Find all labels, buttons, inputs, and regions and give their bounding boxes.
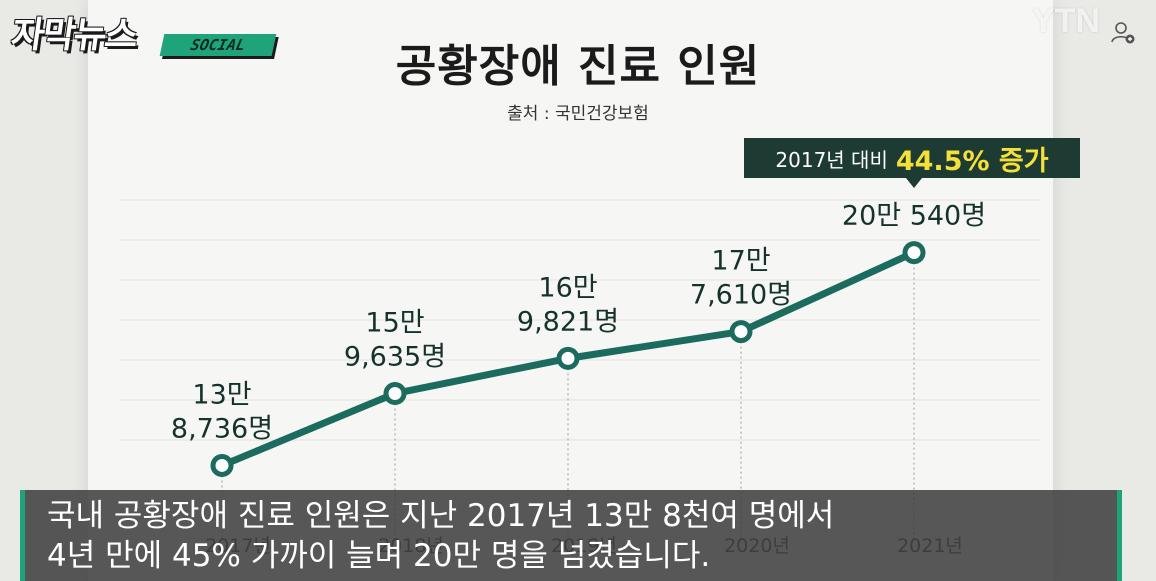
broadcaster-logo: YTN (1032, 2, 1100, 40)
chart-panel (88, 0, 1053, 581)
data-label: 16만 (538, 272, 597, 303)
chart-source: 출처 : 국민건강보험 (507, 104, 649, 124)
subtitle-line-1: 국내 공황장애 진료 인원은 지난 2017년 13만 8천여 명에서 (47, 498, 835, 534)
data-point (383, 381, 407, 405)
callout-pointer (906, 178, 922, 188)
data-point (556, 346, 580, 370)
data-point (902, 241, 926, 265)
data-label: 17만 (711, 246, 770, 277)
data-label: 8,736명 (171, 413, 273, 444)
data-label: 13만 (192, 379, 251, 410)
callout-highlight: 44.5% 증가 (895, 145, 1049, 177)
data-label: 7,610명 (690, 280, 792, 311)
data-label: 9,821명 (517, 306, 619, 337)
subtitle-caption: 국내 공황장애 진료 인원은 지난 2017년 13만 8천여 명에서 4년 만… (20, 490, 1122, 581)
data-label: 9,635명 (344, 341, 446, 372)
data-label: 20만 540명 (842, 201, 986, 232)
data-point (210, 453, 234, 477)
callout-prefix: 2017년 대비 (775, 147, 888, 172)
data-point (729, 320, 753, 344)
user-icon[interactable] (1110, 20, 1136, 46)
data-label: 15만 (365, 307, 424, 338)
subtitle-line-2: 4년 만에 45% 가까이 늘며 20만 명을 넘겼습니다. (47, 538, 711, 574)
increase-callout: 2017년 대비 44.5% 증가 (744, 138, 1080, 178)
chart-title: 공황장애 진료 인원 (395, 41, 761, 92)
